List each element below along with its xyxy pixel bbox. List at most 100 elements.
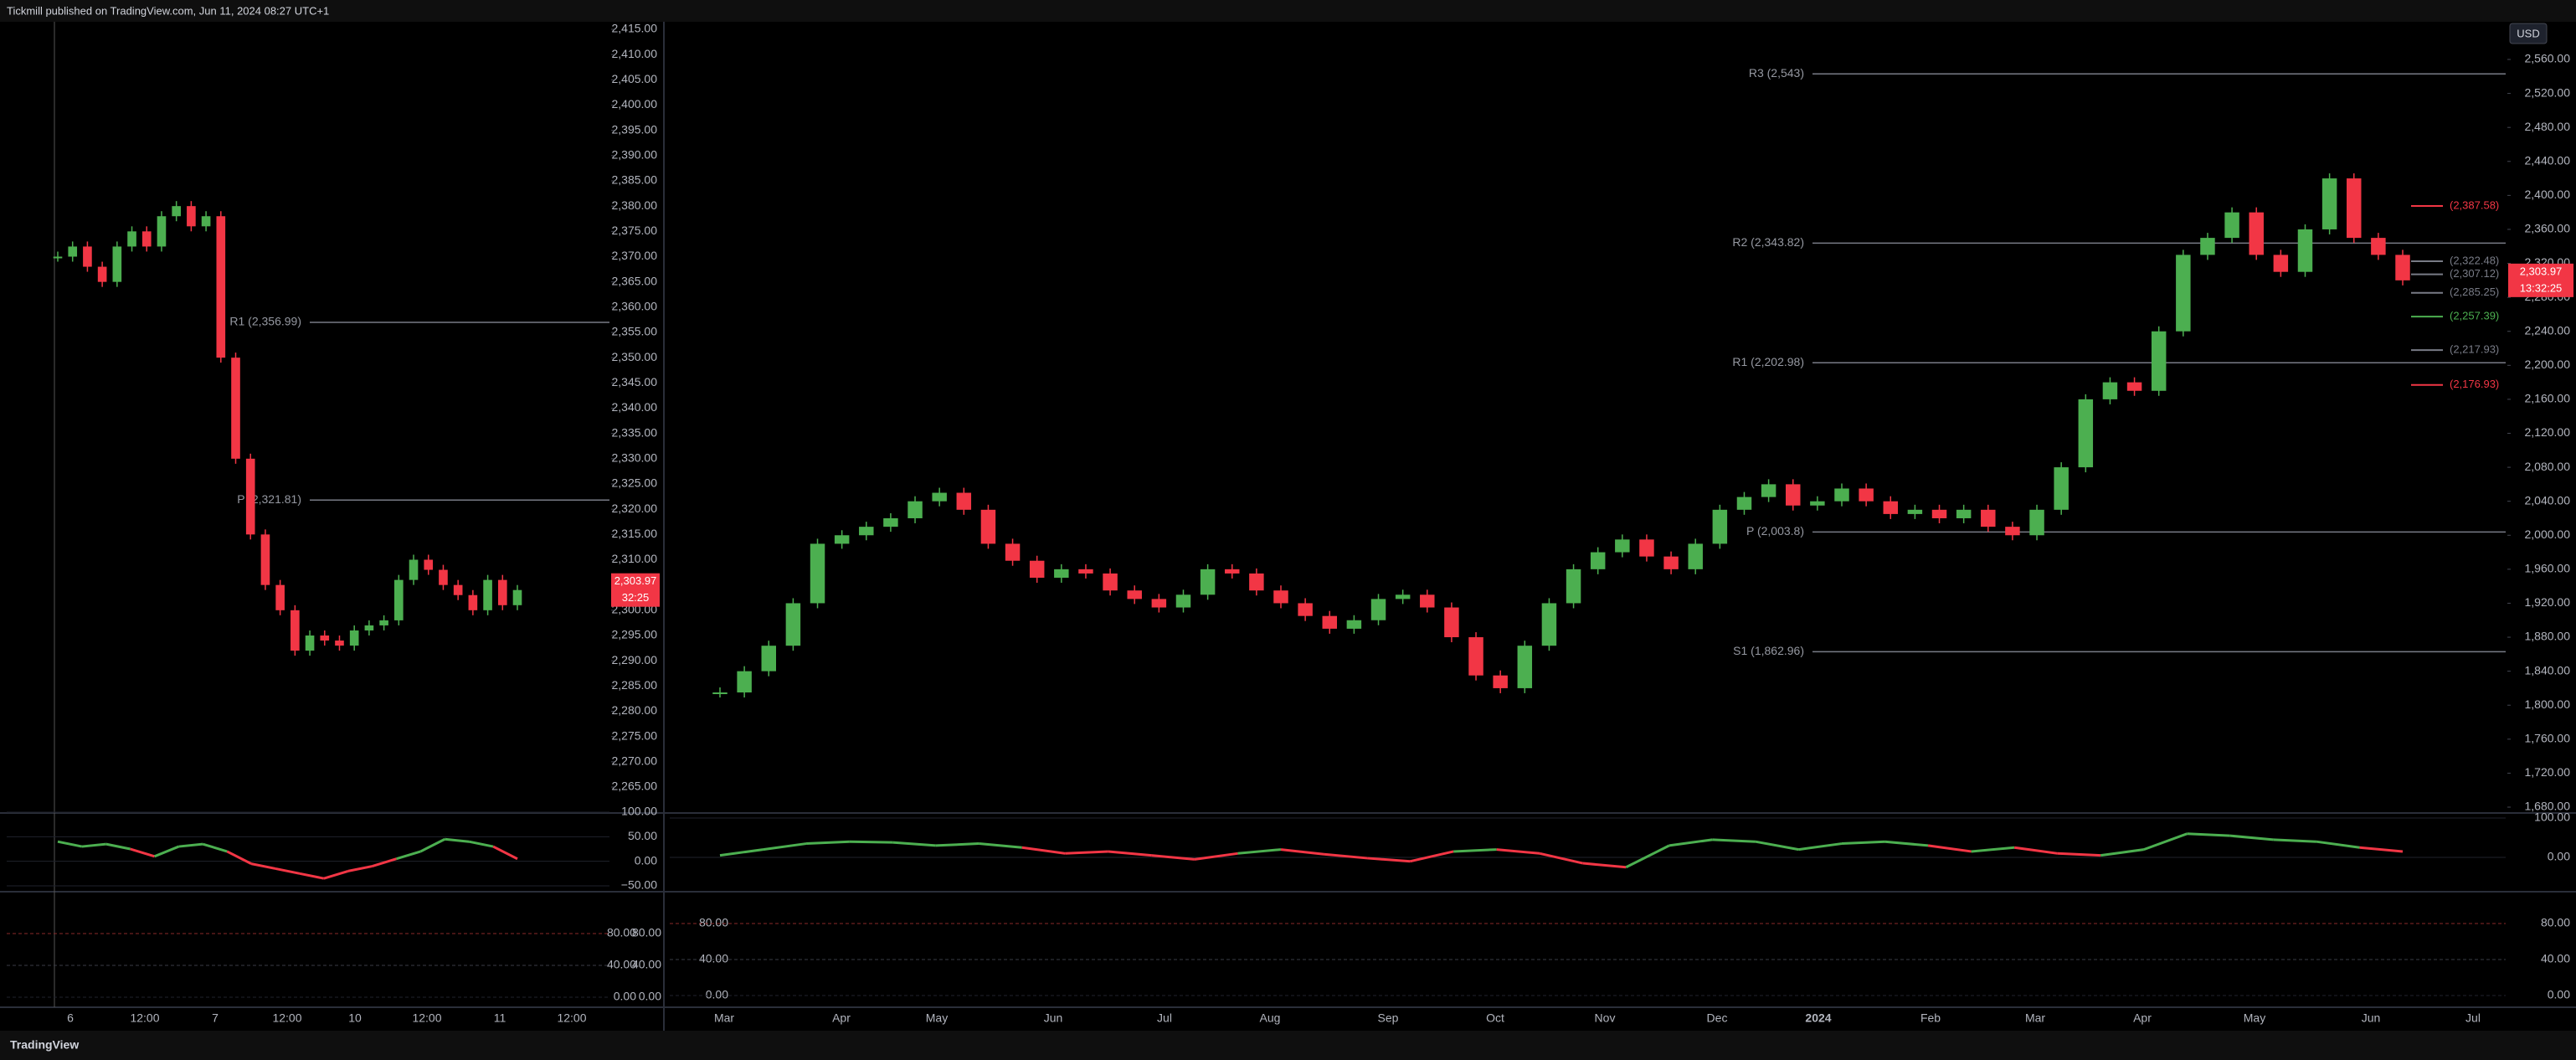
side-level-label: (2,285.25) (2450, 286, 2499, 298)
osc-segment (1496, 848, 1540, 855)
candle-body (1225, 569, 1240, 574)
osc-segment (2273, 838, 2316, 843)
candle-body (908, 501, 923, 518)
candle-body (497, 579, 507, 605)
candle-body (1468, 637, 1483, 676)
price-tick-label: 2,275.00 (612, 728, 658, 742)
osc-segment (763, 842, 807, 852)
candle-body (2224, 212, 2239, 239)
candle-body (1175, 594, 1191, 608)
price-tick-label: 2,310.00 (612, 552, 658, 565)
price-tick-label: 2,160.00 (2525, 392, 2571, 405)
candle-body (2078, 399, 2094, 468)
osc-segment (849, 840, 893, 844)
footer-bar (0, 1031, 2576, 1060)
price-tick-label: 2,375.00 (612, 224, 658, 237)
candle-body (1761, 484, 1776, 497)
price-tick-label: 2,520.00 (2525, 85, 2571, 99)
osc-segment (396, 850, 421, 861)
candle-body (291, 610, 300, 651)
osc2-tick-label: 0.00 (2548, 988, 2570, 1001)
osc-segment (57, 840, 83, 848)
candle-body (1810, 501, 1825, 506)
osc-segment (979, 842, 1022, 849)
candle-body (1005, 543, 1021, 561)
candle-body (1566, 569, 1581, 604)
price-tick-label: 2,080.00 (2525, 460, 2571, 473)
pivot-label: R1 (2,356.99) (229, 315, 301, 328)
osc-segment (468, 840, 494, 848)
candle-body (349, 630, 359, 646)
osc-segment (1021, 846, 1066, 855)
price-tick-label: 2,330.00 (612, 451, 658, 465)
candle-body (2200, 238, 2215, 255)
osc-tick-label: 0.00 (2548, 850, 2570, 863)
candle-body (1346, 620, 1362, 629)
candle-body (956, 492, 972, 510)
osc-segment (1453, 848, 1497, 853)
time-label: 11 (494, 1011, 506, 1025)
price-tick-label: 1,800.00 (2525, 697, 2571, 711)
time-label: Aug (1260, 1011, 1281, 1025)
osc2-tick-label: 40.00 (632, 958, 661, 971)
osc2-tick-label: 0.00 (639, 990, 661, 1003)
currency-box[interactable] (2509, 23, 2548, 44)
candle-body (83, 246, 92, 267)
osc-segment (1668, 838, 1713, 847)
price-tick-label: 2,415.00 (612, 22, 658, 35)
candle-body (737, 671, 752, 693)
time-label: Apr (832, 1011, 851, 1025)
osc-segment (1410, 850, 1454, 863)
osc-segment (178, 842, 203, 848)
candle-body (1615, 539, 1630, 553)
candle-body (2102, 382, 2118, 399)
candle-body (1273, 590, 1288, 604)
candle-body (1249, 573, 1264, 591)
candle-body (260, 534, 270, 585)
candle-body (483, 579, 492, 610)
osc-segment (1755, 840, 1799, 852)
osc-segment (1065, 850, 1108, 855)
price-tick-label: 2,295.00 (612, 628, 658, 641)
osc2-tick-label: 80.00 (2541, 916, 2570, 929)
price-tick-label: 2,400.00 (612, 97, 658, 111)
currency[interactable]: USD (2517, 27, 2539, 39)
osc-tick-label: 100.00 (2534, 810, 2570, 824)
candle-body (1420, 594, 1435, 608)
osc-segment (1539, 852, 1584, 865)
candle-body (364, 625, 374, 630)
time-label: Jun (1044, 1011, 1063, 1025)
candle-body (1639, 539, 1654, 557)
candle-body (1517, 646, 1533, 688)
candle-body (1712, 509, 1728, 544)
osc-segment (2013, 846, 2058, 855)
osc-segment (1884, 840, 1929, 847)
osc-segment (419, 837, 445, 853)
price-tick-label: 1,880.00 (2525, 630, 2571, 643)
candle-body (2029, 509, 2044, 536)
candle-body (1956, 509, 1972, 518)
time-label: 7 (212, 1011, 219, 1025)
candle-body (712, 692, 728, 695)
last-price: 2,303.97 (614, 574, 657, 587)
last-price: 2,303.97 (2520, 265, 2563, 277)
pivot-label: R2 (2,343.82) (1732, 235, 1804, 249)
price-tick-label: 2,335.00 (612, 425, 658, 439)
candle-body (761, 646, 776, 672)
osc-segment (1971, 846, 2015, 853)
candle-body (157, 216, 167, 247)
candle-body (1395, 594, 1411, 599)
side-level-label: (2,322.48) (2450, 254, 2499, 266)
time-label: 6 (67, 1011, 74, 1025)
time-label: Jul (2465, 1011, 2481, 1025)
candle-body (1736, 497, 1752, 510)
candle-body (1200, 569, 1216, 595)
candle-body (2005, 527, 2020, 536)
osc-tick-label: 0.00 (635, 853, 657, 867)
price-tick-label: 2,290.00 (612, 653, 658, 666)
price-tick-label: 2,365.00 (612, 274, 658, 287)
candle-body (883, 517, 898, 527)
candle-body (187, 206, 196, 227)
